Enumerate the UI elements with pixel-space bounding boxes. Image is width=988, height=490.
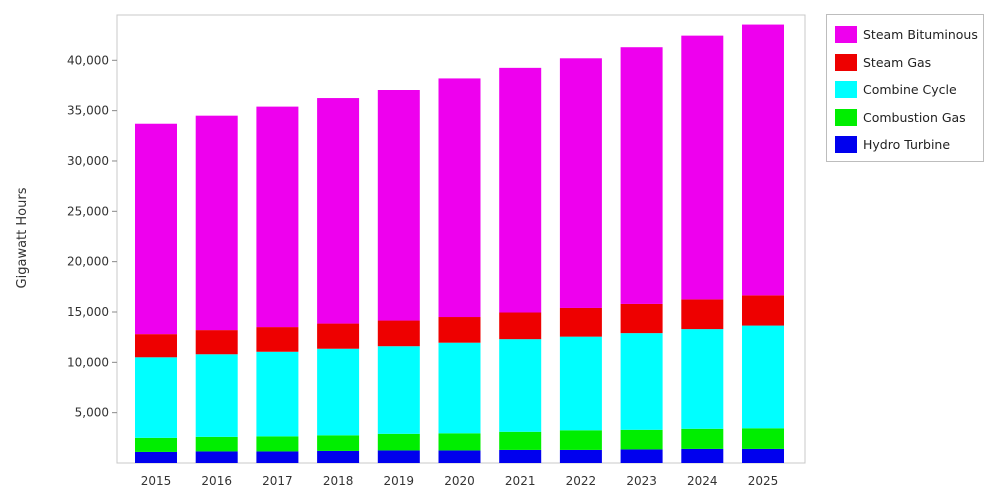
x-tick-label: 2017 (262, 474, 293, 488)
legend-swatch (835, 136, 857, 154)
x-tick-label: 2016 (201, 474, 232, 488)
bar-segment-combine-cycle (135, 357, 177, 438)
bar-segment-steam-bituminous (377, 90, 420, 321)
legend-swatch (835, 81, 857, 99)
bar-segment-steam-gas (195, 330, 238, 355)
y-tick-label: 30,000 (67, 154, 109, 168)
y-tick-label: 15,000 (67, 305, 109, 319)
bar-segment-steam-gas (135, 334, 177, 358)
x-tick-label: 2018 (323, 474, 354, 488)
bar-segment-steam-bituminous (195, 115, 238, 331)
bar-segment-combustion-gas (742, 428, 784, 449)
bar-segment-combustion-gas (559, 430, 602, 450)
bar-segment-combine-cycle (317, 348, 360, 436)
bar-segment-steam-bituminous (317, 98, 360, 324)
bar-segment-steam-bituminous (620, 47, 663, 304)
bar-segment-hydro-turbine (499, 449, 542, 463)
bar-segment-steam-gas (377, 320, 420, 347)
bar-segment-hydro-turbine (438, 450, 481, 463)
legend-label: Combustion Gas (863, 109, 966, 125)
bar-segment-steam-gas (438, 317, 481, 343)
bar-segment-steam-bituminous (681, 35, 724, 300)
bar-segment-steam-bituminous (438, 78, 481, 318)
bar-segment-steam-gas (559, 307, 602, 337)
bar-segment-combine-cycle (195, 354, 238, 437)
x-tick-label: 2023 (626, 474, 657, 488)
bar-segment-combustion-gas (499, 431, 542, 450)
x-tick-label: 2015 (141, 474, 172, 488)
bar-segment-hydro-turbine (195, 451, 238, 463)
bar-segment-steam-bituminous (135, 123, 177, 335)
legend-swatch (835, 26, 857, 44)
bar-segment-steam-bituminous (559, 58, 602, 308)
legend-swatch (835, 108, 857, 126)
bar-segment-combine-cycle (742, 325, 784, 429)
bar-segment-combine-cycle (681, 329, 724, 429)
bar-segment-hydro-turbine (135, 451, 177, 463)
legend-item: Combustion Gas (835, 104, 983, 132)
bar-segment-steam-gas (256, 327, 299, 352)
bar-segment-combustion-gas (681, 428, 724, 449)
y-tick-label: 40,000 (67, 53, 109, 67)
bars (135, 24, 784, 463)
legend-label: Hydro Turbine (863, 137, 951, 153)
bar-segment-hydro-turbine (620, 449, 663, 463)
y-tick-label: 5,000 (75, 406, 109, 420)
bar-segment-combustion-gas (620, 429, 663, 450)
x-tick-label: 2019 (384, 474, 415, 488)
y-tick-label: 35,000 (67, 104, 109, 118)
bar-segment-steam-gas (499, 312, 542, 340)
bar-segment-hydro-turbine (256, 451, 299, 463)
y-tick-label: 25,000 (67, 204, 109, 218)
bar-segment-steam-bituminous (256, 106, 299, 328)
y-tick-label: 20,000 (67, 255, 109, 269)
y-axis: 5,000 10,000 15,000 20,000 25,000 30,000 35,00… (67, 53, 117, 420)
bar-segment-combine-cycle (377, 346, 420, 434)
bar-segment-hydro-turbine (559, 449, 602, 463)
bar-segment-combine-cycle (620, 333, 663, 430)
legend-item: Hydro Turbine (835, 131, 983, 159)
legend-swatch (835, 53, 857, 71)
legend-label: Steam Gas (863, 54, 932, 70)
legend-item: Steam Gas (835, 49, 983, 77)
bar-segment-hydro-turbine (742, 448, 784, 463)
x-tick-label: 2025 (748, 474, 779, 488)
bar-segment-combine-cycle (499, 339, 542, 432)
bar-segment-hydro-turbine (681, 448, 724, 463)
legend-item: Steam Bituminous (835, 21, 983, 49)
bar-segment-combustion-gas (195, 436, 238, 452)
bar-segment-steam-bituminous (742, 24, 784, 296)
bar-segment-combine-cycle (256, 351, 299, 437)
bar-segment-hydro-turbine (317, 450, 360, 463)
legend-item: Combine Cycle (835, 76, 983, 104)
bar-segment-hydro-turbine (377, 450, 420, 463)
bar-segment-steam-gas (681, 299, 724, 330)
bar-segment-combustion-gas (256, 436, 299, 452)
bar-segment-combustion-gas (317, 435, 360, 451)
y-tick-label: 10,000 (67, 355, 109, 369)
bar-segment-combustion-gas (135, 437, 177, 452)
x-tick-label: 2024 (687, 474, 718, 488)
x-tick-label: 2020 (444, 474, 475, 488)
legend-label: Steam Bituminous (863, 27, 978, 43)
x-tick-label: 2021 (505, 474, 536, 488)
bar-segment-steam-gas (742, 295, 784, 326)
bar-segment-steam-gas (317, 323, 360, 349)
bar-segment-steam-bituminous (499, 67, 542, 313)
legend-label: Combine Cycle (863, 82, 957, 98)
bar-segment-combustion-gas (438, 433, 481, 451)
x-tick-label: 2022 (566, 474, 597, 488)
bar-segment-steam-gas (620, 303, 663, 334)
x-axis: 2015 2016 2017 2018 2019 2020 2021 2022 2023 2024… (141, 474, 779, 488)
y-axis-label: Gigawatt Hours (15, 187, 30, 288)
legend: Steam Bituminous Steam Gas Combine Cycle Co… (826, 14, 984, 162)
bar-segment-combine-cycle (438, 342, 481, 434)
bar-segment-combustion-gas (377, 433, 420, 451)
bar-segment-combine-cycle (559, 336, 602, 431)
